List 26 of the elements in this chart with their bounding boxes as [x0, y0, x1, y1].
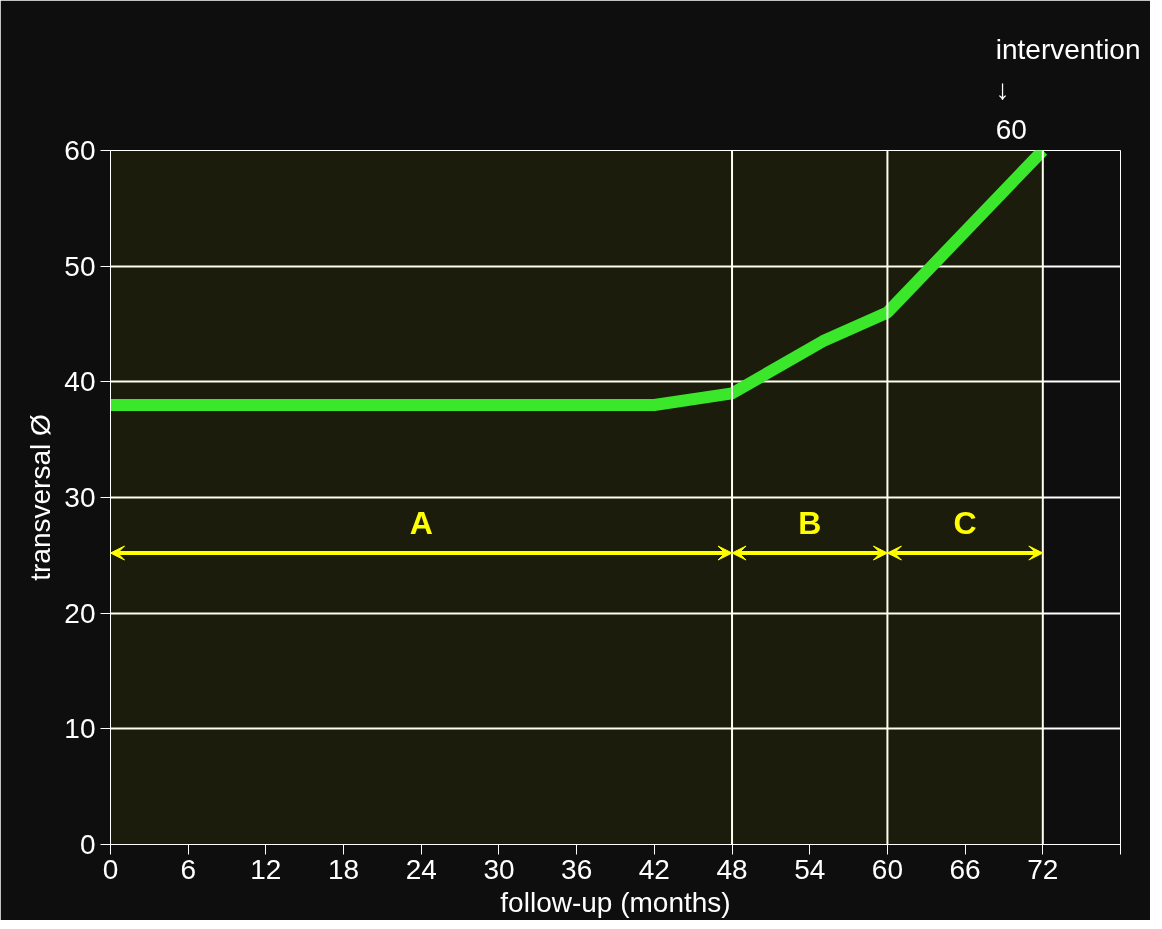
- x-tick-label: 42: [638, 853, 670, 885]
- y-tick-label: 10: [64, 713, 96, 745]
- y-tick-label: 50: [64, 250, 96, 282]
- band-label: C: [953, 505, 977, 542]
- y-tick-label: 20: [64, 597, 96, 629]
- x-tick-label: 24: [405, 853, 437, 885]
- y-axis-title: transversal Ø: [25, 414, 57, 581]
- band-label: B: [798, 505, 822, 542]
- x-tick-label: 60: [871, 853, 904, 885]
- text: intervention ↓ 60: [995, 33, 1141, 146]
- x-tick-label: 6: [180, 853, 196, 885]
- y-tick-label: 40: [64, 366, 96, 398]
- x-tick-label: 36: [561, 853, 593, 885]
- x-tick-label: 54: [794, 853, 826, 885]
- y-tick-label: 60: [64, 135, 96, 166]
- x-tick-label: 72: [1027, 853, 1059, 885]
- x-tick-label: 18: [328, 853, 360, 885]
- x-tick-label: 30: [483, 853, 515, 885]
- x-axis-title: follow-up (months): [500, 886, 731, 918]
- x-tick-label: 66: [949, 853, 981, 885]
- band-label: A: [409, 505, 433, 542]
- y-tick-label: 30: [64, 482, 96, 513]
- x-tick-label: 12: [250, 853, 282, 885]
- x-tick-label: 0: [102, 853, 119, 885]
- x-tick-label: 48: [716, 853, 748, 885]
- y-tick-label: 0: [79, 829, 96, 860]
